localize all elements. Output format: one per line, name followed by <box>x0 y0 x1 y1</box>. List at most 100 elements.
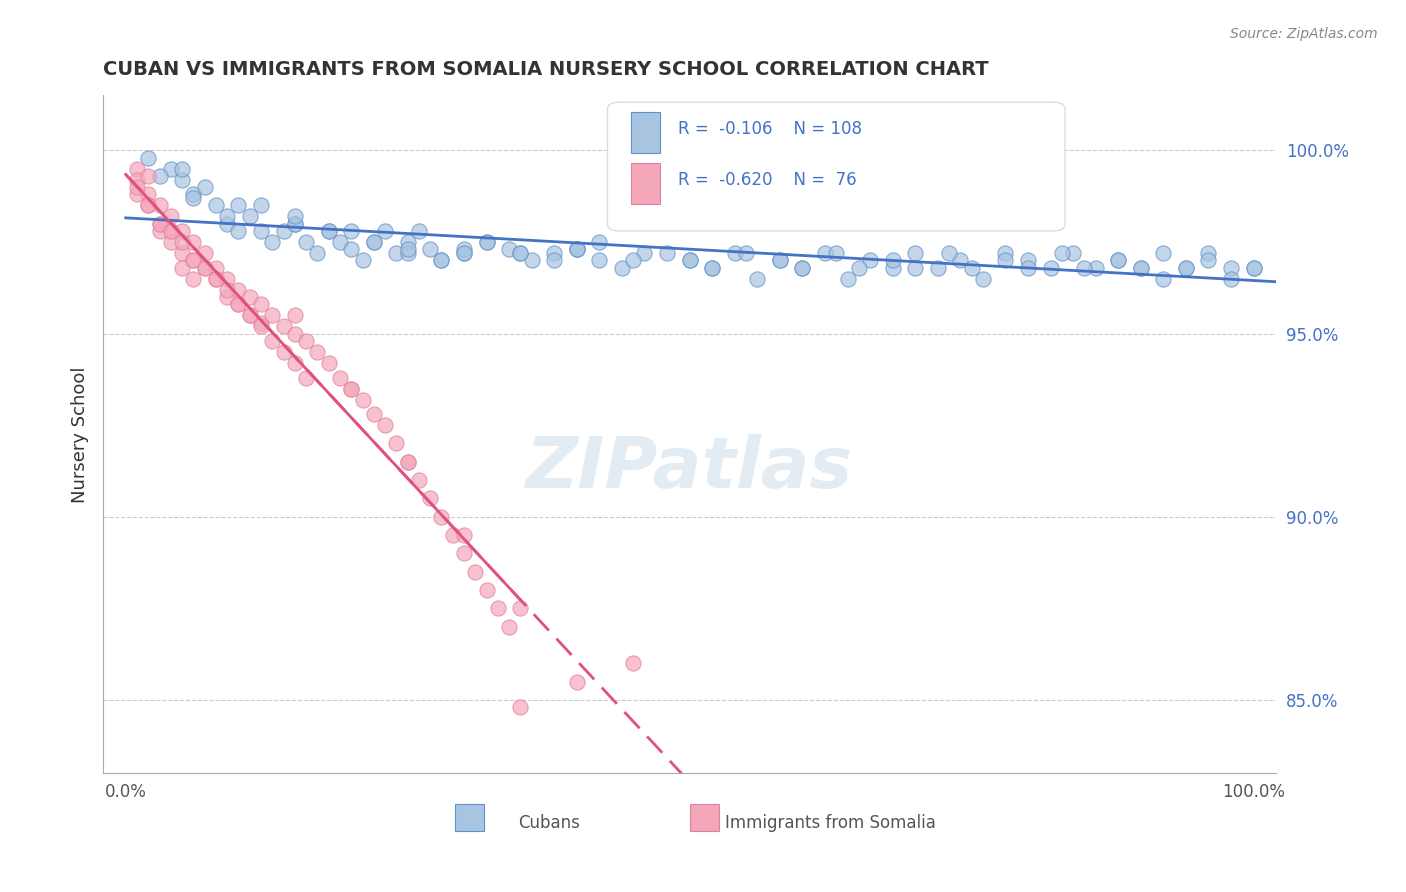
Point <box>194 246 217 260</box>
Point <box>1129 260 1152 275</box>
Point <box>419 491 441 506</box>
Point <box>148 198 170 212</box>
Point <box>194 260 217 275</box>
Point <box>183 191 205 205</box>
Point <box>475 235 498 249</box>
Point <box>250 319 273 334</box>
Point <box>396 235 419 249</box>
Point <box>475 235 498 249</box>
Point <box>904 246 927 260</box>
Point <box>904 260 927 275</box>
Point <box>125 187 148 202</box>
Point <box>655 246 678 260</box>
Point <box>702 260 724 275</box>
Point <box>148 217 170 231</box>
Point <box>159 210 181 224</box>
Point <box>295 334 318 348</box>
Point <box>814 246 837 260</box>
Point <box>217 271 239 285</box>
Point <box>228 198 250 212</box>
Point <box>1243 260 1265 275</box>
Point <box>228 297 250 311</box>
Point <box>194 260 217 275</box>
Point <box>588 253 610 268</box>
Point <box>960 260 983 275</box>
Point <box>374 224 396 238</box>
Point <box>453 546 475 560</box>
Point <box>509 700 531 714</box>
Y-axis label: Nursery School: Nursery School <box>72 366 89 502</box>
Point <box>136 198 159 212</box>
Point <box>621 253 644 268</box>
Point <box>927 260 949 275</box>
Point <box>385 246 408 260</box>
Point <box>217 283 239 297</box>
Point <box>340 382 363 396</box>
Point <box>239 308 262 322</box>
Point <box>172 224 194 238</box>
Point <box>217 210 239 224</box>
Point <box>148 224 170 238</box>
Point <box>1243 260 1265 275</box>
Point <box>318 224 340 238</box>
Point <box>509 246 531 260</box>
Point <box>352 253 374 268</box>
Bar <box>631 163 661 204</box>
Point <box>464 565 486 579</box>
Point <box>363 407 385 421</box>
Point <box>441 528 464 542</box>
Point <box>792 260 814 275</box>
Text: R =  -0.620    N =  76: R = -0.620 N = 76 <box>678 171 856 189</box>
Point <box>724 246 747 260</box>
Text: CUBAN VS IMMIGRANTS FROM SOMALIA NURSERY SCHOOL CORRELATION CHART: CUBAN VS IMMIGRANTS FROM SOMALIA NURSERY… <box>103 60 988 78</box>
Point <box>1039 260 1062 275</box>
Point <box>1152 271 1174 285</box>
Point <box>735 246 758 260</box>
Point <box>194 180 217 194</box>
Point <box>396 455 419 469</box>
Point <box>284 217 307 231</box>
Point <box>408 224 430 238</box>
Point <box>250 297 273 311</box>
Point <box>588 235 610 249</box>
Point <box>125 161 148 176</box>
Point <box>1197 253 1219 268</box>
Point <box>329 235 352 249</box>
Point <box>183 253 205 268</box>
Point <box>1050 246 1073 260</box>
Point <box>172 161 194 176</box>
Point <box>329 370 352 384</box>
Point <box>1084 260 1107 275</box>
Point <box>363 235 385 249</box>
Point <box>273 344 295 359</box>
Point <box>453 528 475 542</box>
Point <box>340 224 363 238</box>
Point <box>340 382 363 396</box>
Bar <box>456 804 484 830</box>
Point <box>228 224 250 238</box>
Point <box>136 169 159 183</box>
Point <box>1220 271 1243 285</box>
Point <box>543 246 565 260</box>
FancyBboxPatch shape <box>607 103 1064 231</box>
Point <box>183 187 205 202</box>
Point <box>284 356 307 370</box>
Point <box>250 224 273 238</box>
Text: R =  -0.106    N = 108: R = -0.106 N = 108 <box>678 120 862 138</box>
Point <box>183 235 205 249</box>
Point <box>284 217 307 231</box>
Point <box>837 271 859 285</box>
Point <box>565 674 588 689</box>
Point <box>340 242 363 256</box>
Point <box>217 217 239 231</box>
Point <box>217 290 239 304</box>
Point <box>1220 260 1243 275</box>
Point <box>307 246 329 260</box>
Point <box>825 246 848 260</box>
Point <box>125 180 148 194</box>
Point <box>882 253 904 268</box>
Point <box>1017 260 1039 275</box>
Point <box>284 210 307 224</box>
Point <box>250 198 273 212</box>
Point <box>972 271 994 285</box>
